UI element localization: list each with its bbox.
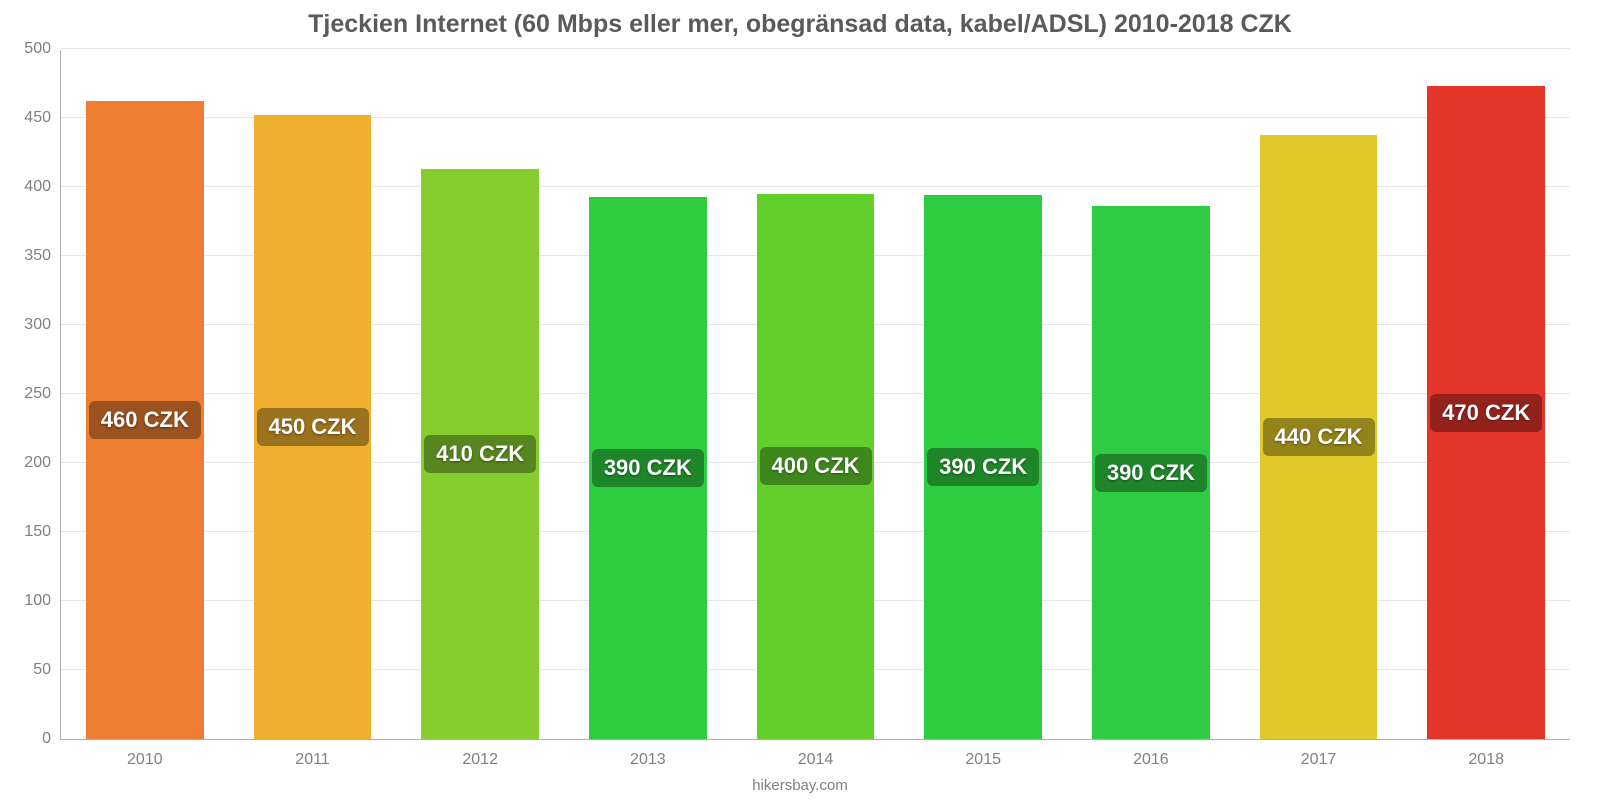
y-tick-label: 250 — [24, 385, 61, 403]
bar-value-label: 410 CZK — [424, 435, 536, 473]
y-tick-label: 450 — [24, 109, 61, 127]
y-tick-label: 150 — [24, 523, 61, 541]
bar: 390 CZK — [924, 195, 1041, 739]
x-tick-label: 2013 — [630, 739, 666, 769]
bar-slot: 460 CZK2010 — [61, 50, 229, 739]
bar-value-label: 470 CZK — [1430, 394, 1542, 432]
y-tick-label: 350 — [24, 247, 61, 265]
bar-slot: 390 CZK2013 — [564, 50, 732, 739]
y-tick-label: 0 — [42, 730, 61, 748]
bar-slot: 390 CZK2015 — [899, 50, 1067, 739]
bar-slot: 390 CZK2016 — [1067, 50, 1235, 739]
bar: 390 CZK — [1092, 206, 1209, 739]
x-tick-label: 2016 — [1133, 739, 1169, 769]
x-tick-label: 2017 — [1301, 739, 1337, 769]
y-tick-label: 200 — [24, 454, 61, 472]
bar: 400 CZK — [757, 194, 874, 739]
x-tick-label: 2015 — [965, 739, 1001, 769]
x-tick-label: 2011 — [295, 739, 329, 769]
y-tick-label: 50 — [33, 661, 61, 679]
bar: 470 CZK — [1427, 86, 1544, 739]
bar-slot: 440 CZK2017 — [1235, 50, 1403, 739]
chart-title: Tjeckien Internet (60 Mbps eller mer, ob… — [0, 0, 1600, 39]
bar-slot: 450 CZK2011 — [229, 50, 397, 739]
x-tick-label: 2018 — [1468, 739, 1504, 769]
plot-area: 460 CZK2010450 CZK2011410 CZK2012390 CZK… — [60, 50, 1570, 740]
bar: 460 CZK — [86, 101, 203, 739]
bar-value-label: 450 CZK — [256, 408, 368, 446]
bar: 450 CZK — [254, 115, 371, 739]
bar-slot: 400 CZK2014 — [732, 50, 900, 739]
bar-value-label: 440 CZK — [1263, 418, 1375, 456]
bars-container: 460 CZK2010450 CZK2011410 CZK2012390 CZK… — [61, 50, 1570, 739]
bar: 390 CZK — [589, 197, 706, 739]
x-tick-label: 2014 — [798, 739, 834, 769]
y-tick-label: 400 — [24, 178, 61, 196]
bar-value-label: 400 CZK — [759, 447, 871, 485]
credit-text: hikersbay.com — [0, 777, 1600, 794]
bar-value-label: 460 CZK — [89, 401, 201, 439]
bar-value-label: 390 CZK — [927, 448, 1039, 486]
x-tick-label: 2012 — [462, 739, 498, 769]
bar-slot: 470 CZK2018 — [1402, 50, 1570, 739]
bar-chart: Tjeckien Internet (60 Mbps eller mer, ob… — [0, 0, 1600, 800]
y-tick-label: 100 — [24, 592, 61, 610]
bar: 440 CZK — [1260, 135, 1377, 739]
x-tick-label: 2010 — [127, 739, 163, 769]
y-tick-label: 300 — [24, 316, 61, 334]
grid-line — [61, 48, 1570, 49]
bar-value-label: 390 CZK — [592, 449, 704, 487]
bar-value-label: 390 CZK — [1095, 454, 1207, 492]
bar-slot: 410 CZK2012 — [396, 50, 564, 739]
y-tick-label: 500 — [24, 40, 61, 58]
bar: 410 CZK — [421, 169, 538, 739]
